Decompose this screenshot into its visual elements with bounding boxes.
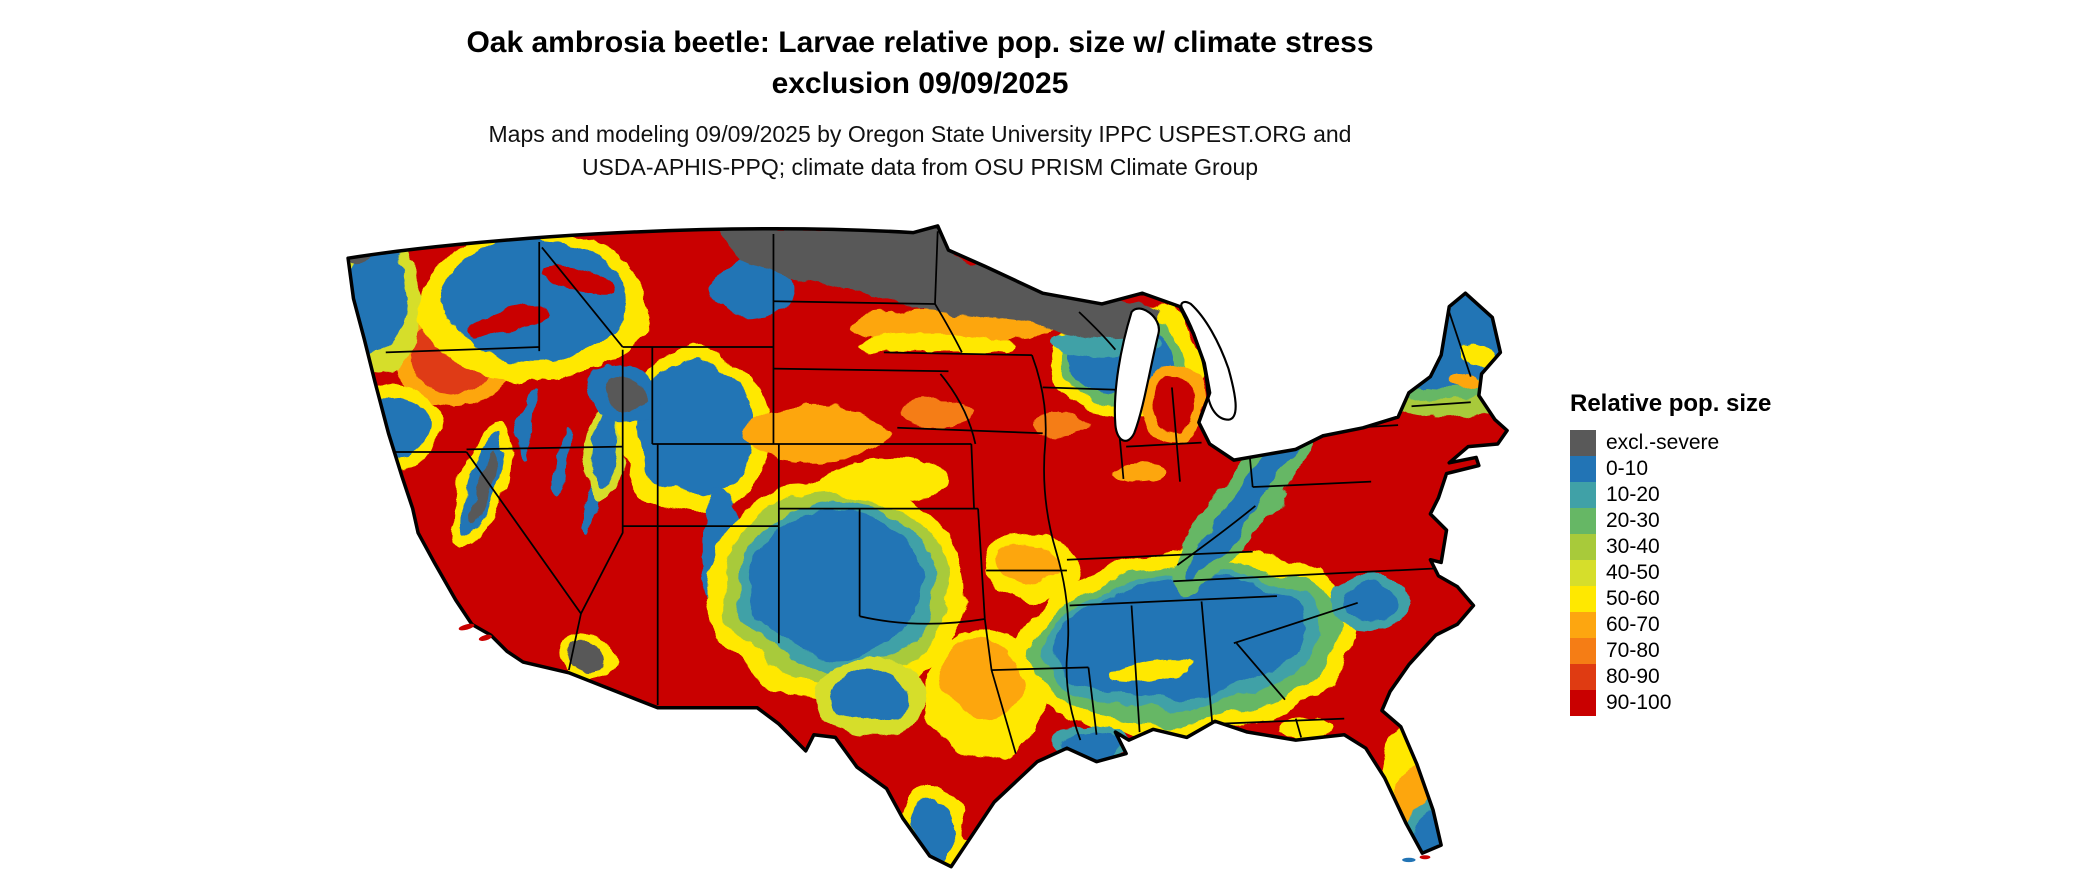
legend-item: 10-20 bbox=[1570, 482, 1771, 508]
legend-item-label: 60-70 bbox=[1606, 613, 1660, 636]
legend-item-label: 90-100 bbox=[1606, 691, 1672, 714]
legend-item-label: 20-30 bbox=[1606, 509, 1660, 532]
legend-item-label: 80-90 bbox=[1606, 665, 1660, 688]
us-map-svg bbox=[346, 224, 1509, 869]
legend-item-label: 40-50 bbox=[1606, 561, 1660, 584]
legend-item-label: 0-10 bbox=[1606, 457, 1649, 480]
us-map bbox=[305, 222, 1530, 884]
legend-item: excl.-severe bbox=[1570, 430, 1771, 456]
legend-item-label: 10-20 bbox=[1606, 483, 1660, 506]
legend-item: 60-70 bbox=[1570, 612, 1771, 638]
offshore-islands bbox=[458, 623, 1431, 863]
legend-item: 70-80 bbox=[1570, 638, 1771, 664]
legend-item: 50-60 bbox=[1570, 586, 1771, 612]
legend-swatch bbox=[1570, 560, 1596, 586]
legend-item: 40-50 bbox=[1570, 560, 1771, 586]
map-raster-layer bbox=[348, 225, 1508, 867]
header: Oak ambrosia beetle: Larvae relative pop… bbox=[0, 22, 1840, 184]
legend-swatch bbox=[1570, 586, 1596, 612]
map-subtitle-line1: Maps and modeling 09/09/2025 by Oregon S… bbox=[488, 121, 1352, 147]
legend-swatch bbox=[1570, 638, 1596, 664]
lake-michigan bbox=[1113, 307, 1160, 442]
legend-item-label: 70-80 bbox=[1606, 639, 1660, 662]
legend-item-label: 50-60 bbox=[1606, 587, 1660, 610]
legend-swatch bbox=[1570, 430, 1596, 456]
legend-item: 90-100 bbox=[1570, 690, 1771, 716]
state-borders bbox=[383, 231, 1472, 754]
legend-swatch bbox=[1570, 508, 1596, 534]
legend-item: 80-90 bbox=[1570, 664, 1771, 690]
legend-swatch bbox=[1570, 482, 1596, 508]
map-title-line2: exclusion 09/09/2025 bbox=[771, 67, 1069, 100]
map-title: Oak ambrosia beetle: Larvae relative pop… bbox=[0, 22, 1840, 104]
legend-item-label: 30-40 bbox=[1606, 535, 1660, 558]
map-title-line1: Oak ambrosia beetle: Larvae relative pop… bbox=[466, 26, 1374, 59]
map-subtitle: Maps and modeling 09/09/2025 by Oregon S… bbox=[0, 118, 1840, 184]
legend-item: 0-10 bbox=[1570, 456, 1771, 482]
legend-title: Relative pop. size bbox=[1570, 390, 1772, 417]
legend-item: 30-40 bbox=[1570, 534, 1771, 560]
legend-swatch bbox=[1570, 612, 1596, 638]
legend: Relative pop. size excl.-severe 0-10 10-… bbox=[1570, 390, 1771, 716]
legend-swatch bbox=[1570, 690, 1596, 716]
legend-swatch bbox=[1570, 456, 1596, 482]
legend-item: 20-30 bbox=[1570, 508, 1771, 534]
legend-swatch bbox=[1570, 534, 1596, 560]
map-subtitle-line2: USDA-APHIS-PPQ; climate data from OSU PR… bbox=[581, 154, 1259, 180]
legend-item-label: excl.-severe bbox=[1606, 431, 1720, 454]
legend-swatch bbox=[1570, 664, 1596, 690]
us-outline bbox=[346, 224, 1509, 869]
